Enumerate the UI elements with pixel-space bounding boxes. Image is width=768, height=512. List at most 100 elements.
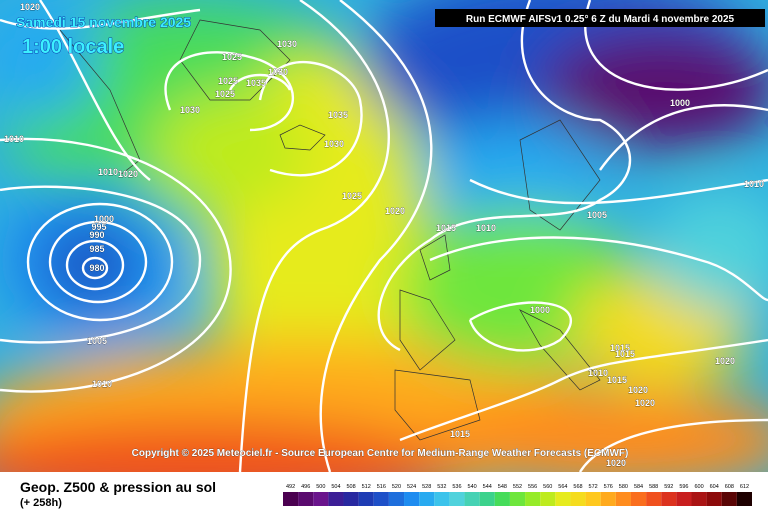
legend-swatch (449, 492, 465, 506)
legend-swatch (313, 492, 329, 506)
isobar-label: 1015 (615, 349, 635, 359)
legend-label: 580 (619, 484, 628, 490)
legend-swatch (298, 492, 314, 506)
legend-label: 604 (710, 484, 719, 490)
legend-label: 600 (694, 484, 703, 490)
legend-label: 592 (664, 484, 673, 490)
legend-swatch (600, 492, 616, 506)
isobar-label: 1010 (588, 368, 608, 378)
isobar-label: 1010 (744, 179, 764, 189)
legend-label: 500 (316, 484, 325, 490)
legend-label: 584 (634, 484, 643, 490)
isobar-label: 1025 (222, 52, 242, 62)
legend-swatch (540, 492, 556, 506)
legend-swatch (358, 492, 374, 506)
caption-title: Geop. Z500 & pression au sol (20, 479, 216, 495)
forecast-time: 1:00 locale (22, 36, 124, 58)
legend-swatch (646, 492, 662, 506)
legend-label: 504 (331, 484, 340, 490)
isobar-label: 1010 (476, 223, 496, 233)
legend-label: 572 (589, 484, 598, 490)
legend-swatch (464, 492, 480, 506)
legend-swatch (706, 492, 722, 506)
legend-swatch (676, 492, 692, 506)
isobar-label: 1025 (342, 191, 362, 201)
legend-swatch (434, 492, 450, 506)
isobar-label: 1035 (246, 78, 266, 88)
legend-label: 552 (513, 484, 522, 490)
run-info: Run ECMWF AIFSv1 0.25° 6 Z du Mardi 4 no… (466, 14, 735, 25)
legend-label: 576 (604, 484, 613, 490)
legend-label: 508 (346, 484, 355, 490)
legend-label: 540 (468, 484, 477, 490)
isobar-label: 1020 (715, 356, 735, 366)
isobar-label: 1015 (450, 429, 470, 439)
isobar-label: 1030 (324, 139, 344, 149)
isobar-label: 1020 (20, 2, 40, 12)
isobar-label: 1015 (607, 375, 627, 385)
isobar-label: 1000 (530, 305, 550, 315)
legend-swatch (328, 492, 344, 506)
legend-swatch (509, 492, 526, 506)
legend-swatch (373, 492, 389, 506)
legend-swatch (691, 492, 707, 506)
isobar-label: 1020 (635, 398, 655, 408)
isobar-label: 1020 (606, 458, 626, 468)
forecast-date: Samedi 15 novembre 2025 (16, 14, 191, 30)
isobar-label: 1005 (587, 210, 607, 220)
legend-swatch (419, 492, 435, 506)
isobar-label: 990 (89, 230, 104, 240)
legend-swatch (388, 492, 405, 506)
isobar-label: 1015 (610, 343, 630, 353)
legend-label: 544 (483, 484, 492, 490)
legend-label: 524 (407, 484, 416, 490)
legend-label: 516 (377, 484, 386, 490)
legend-label: 588 (649, 484, 658, 490)
legend-label: 556 (528, 484, 537, 490)
isobar-label: 1010 (4, 134, 24, 144)
isobar-label: 1030 (180, 105, 200, 115)
legend-label: 548 (498, 484, 507, 490)
legend-label: 492 (286, 484, 295, 490)
isobar-label: 1000 (94, 214, 114, 224)
isobar-label: 1005 (87, 336, 107, 346)
isobar-label: 1020 (628, 385, 648, 395)
legend-swatch (585, 492, 601, 506)
isobar-label: 980 (89, 263, 104, 273)
legend-label: 528 (422, 484, 431, 490)
legend-swatch (630, 492, 647, 506)
legend-swatch (570, 492, 586, 506)
legend-label: 568 (573, 484, 582, 490)
legend-swatch (404, 492, 420, 506)
legend-swatch (494, 492, 510, 506)
legend-swatch (479, 492, 495, 506)
isobar-label: 1010 (98, 167, 118, 177)
legend-swatch (615, 492, 631, 506)
legend-label: 608 (725, 484, 734, 490)
isobar-label: 1010 (92, 379, 112, 389)
legend-swatch (283, 492, 299, 506)
isobar-label: 995 (91, 222, 106, 232)
legend-swatch (721, 492, 737, 506)
legend-swatch (661, 492, 677, 506)
isobar-label: 1020 (118, 169, 138, 179)
isobar-label: 1000 (670, 98, 690, 108)
isobar-label: 1015 (436, 223, 456, 233)
isobar-label: 1035 (328, 110, 348, 120)
legend-label: 520 (392, 484, 401, 490)
legend-label: 596 (679, 484, 688, 490)
legend-swatch (525, 492, 541, 506)
legend-label: 512 (362, 484, 371, 490)
copyright: Copyright © 2025 Meteociel.fr - Source E… (132, 448, 629, 459)
legend-swatch (736, 492, 752, 506)
legend-label: 560 (543, 484, 552, 490)
legend-label: 564 (558, 484, 567, 490)
legend-swatch (343, 492, 359, 506)
isobar-label: 1025 (218, 76, 238, 86)
isobar-label: 1030 (277, 39, 297, 49)
isobar-label: 1020 (385, 206, 405, 216)
run-box (435, 9, 765, 27)
isobar-label: 985 (89, 244, 104, 254)
